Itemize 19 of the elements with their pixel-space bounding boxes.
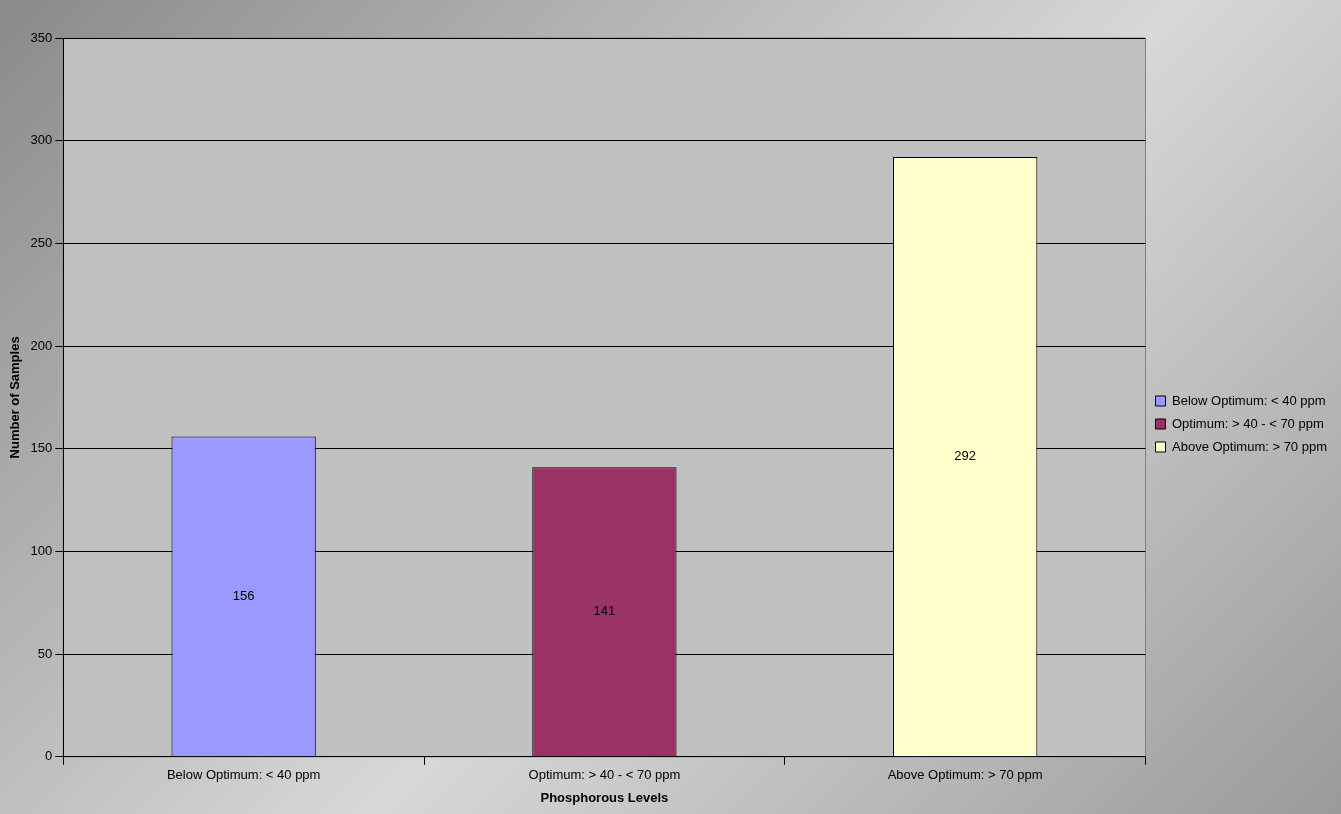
legend-label: Above Optimum: > 70 ppm	[1172, 438, 1328, 454]
y-tick-label: 300	[30, 132, 53, 148]
y-tick-label: 100	[30, 543, 53, 559]
legend-label: Below Optimum: < 40 ppm	[1172, 392, 1326, 408]
x-axis-title: Phosphorous Levels	[540, 789, 669, 805]
legend-label: Optimum: > 40 - < 70 ppm	[1172, 415, 1324, 431]
x-tick-label: Below Optimum: < 40 ppm	[166, 767, 321, 783]
y-tick-label: 250	[30, 234, 53, 250]
y-tick-label: 0	[45, 748, 53, 764]
y-tick-label: 200	[30, 337, 53, 353]
y-axis-title: Number of Samples	[7, 336, 23, 459]
data-label: 141	[593, 603, 616, 619]
y-tick-label: 50	[37, 645, 53, 661]
x-tick-label: Optimum: > 40 - < 70 ppm	[528, 767, 681, 783]
y-tick-label: 150	[30, 440, 53, 456]
data-label: 156	[232, 587, 255, 603]
data-label: 292	[954, 448, 976, 464]
y-tick-label: 350	[30, 29, 53, 45]
x-tick-label: Above Optimum: > 70 ppm	[887, 767, 1043, 783]
